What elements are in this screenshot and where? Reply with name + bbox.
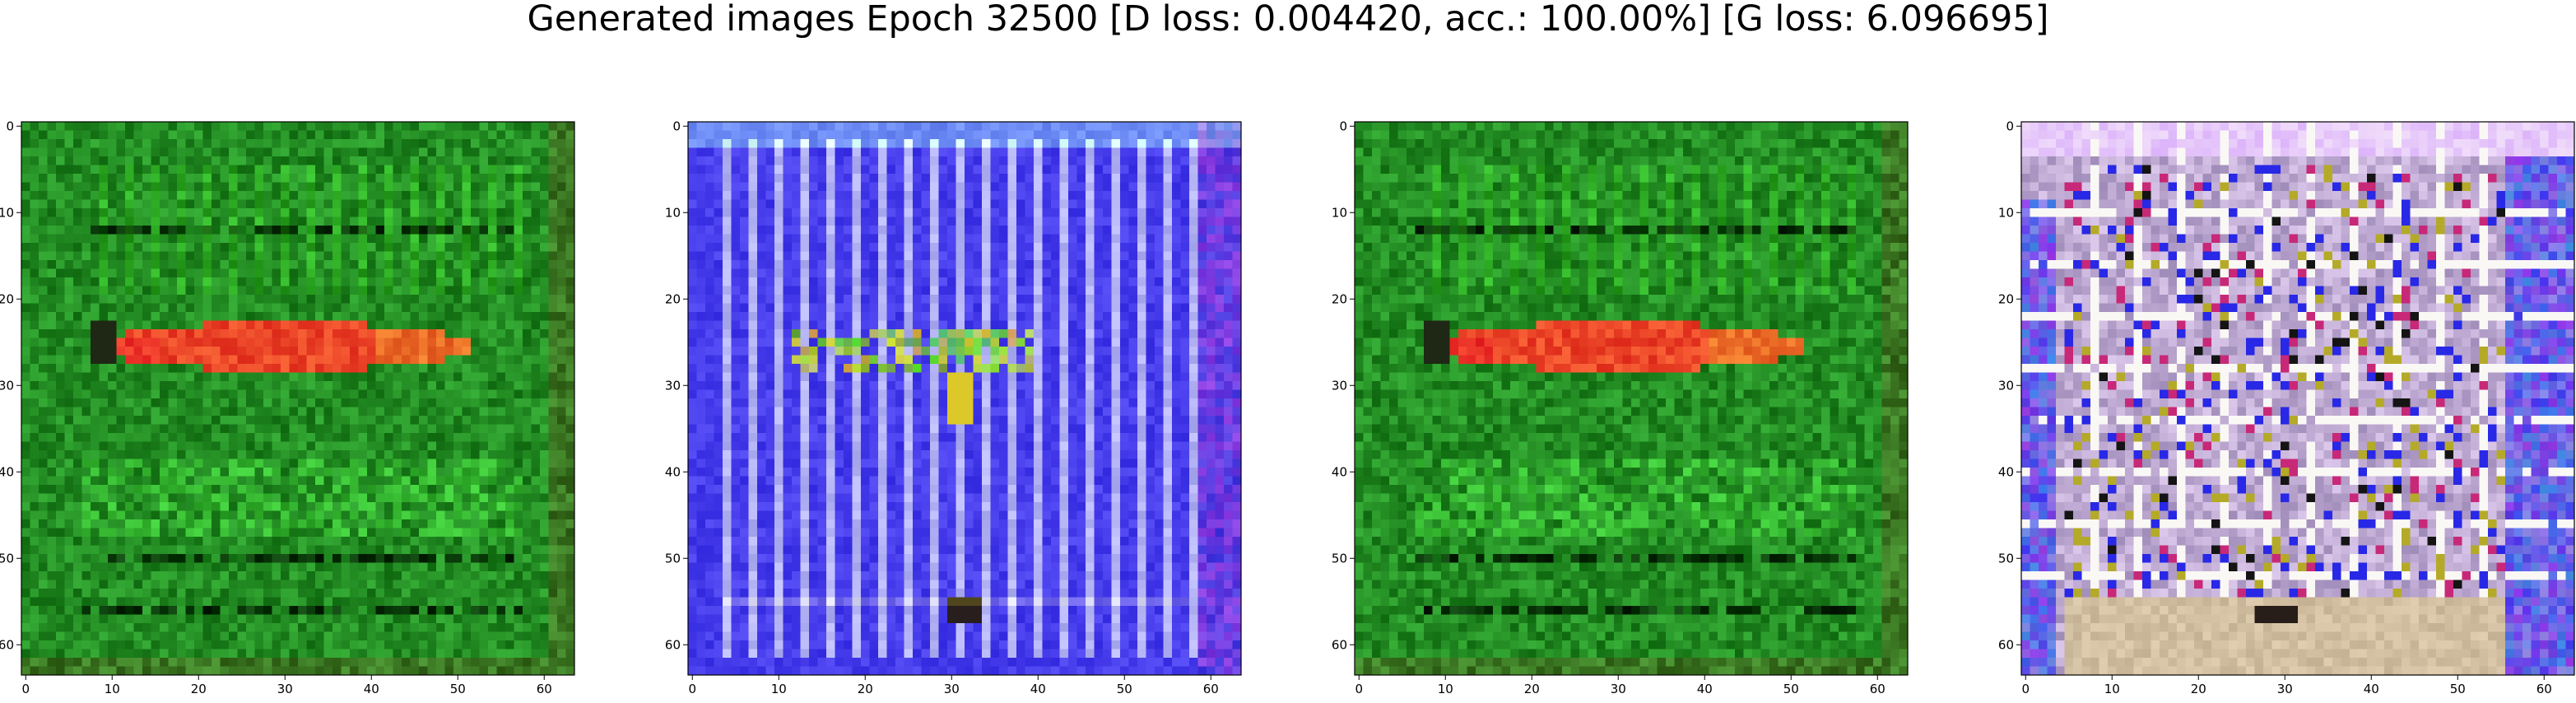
y-tick-label: 10 xyxy=(0,205,14,220)
x-tick-label: 0 xyxy=(1355,682,1363,696)
x-tick-label: 30 xyxy=(277,682,293,696)
x-tick-label: 0 xyxy=(21,682,30,696)
y-tick-label: 0 xyxy=(1339,119,1347,133)
x-tick-label: 0 xyxy=(688,682,696,696)
y-tick-label: 50 xyxy=(0,551,14,566)
y-tick-label: 30 xyxy=(1998,378,2014,393)
x-tick-label: 20 xyxy=(2191,682,2206,696)
y-tick-label: 20 xyxy=(1332,291,1347,306)
x-tick-label: 10 xyxy=(2104,682,2120,696)
generated-image-1 xyxy=(21,122,574,675)
y-tick-label: 20 xyxy=(1998,291,2014,306)
x-tick-label: 60 xyxy=(1203,682,1219,696)
x-tick-label: 30 xyxy=(944,682,960,696)
x-tick-label: 20 xyxy=(191,682,207,696)
y-tick-label: 0 xyxy=(672,119,681,133)
x-tick-label: 10 xyxy=(1438,682,1453,696)
x-tick-label: 40 xyxy=(2364,682,2379,696)
x-tick-label: 50 xyxy=(1117,682,1132,696)
x-tick-label: 60 xyxy=(1870,682,1886,696)
y-tick-label: 50 xyxy=(1998,551,2014,566)
x-tick-label: 20 xyxy=(858,682,873,696)
x-tick-label: 20 xyxy=(1524,682,1540,696)
y-tick-label: 0 xyxy=(2006,119,2014,133)
x-tick-label: 50 xyxy=(2450,682,2466,696)
y-tick-label: 10 xyxy=(1998,205,2014,220)
y-tick-label: 10 xyxy=(1332,205,1347,220)
x-tick-label: 50 xyxy=(1783,682,1799,696)
generated-image-2 xyxy=(688,122,1241,675)
y-tick-label: 30 xyxy=(665,378,681,393)
y-tick-label: 40 xyxy=(1998,464,2014,479)
generated-image-3 xyxy=(1355,122,1908,675)
x-tick-label: 10 xyxy=(105,682,120,696)
figure-title: Generated images Epoch 32500 [D loss: 0.… xyxy=(0,0,2576,37)
y-tick-label: 60 xyxy=(1998,637,2014,652)
y-tick-label: 20 xyxy=(0,291,14,306)
y-tick-label: 60 xyxy=(0,637,14,652)
x-tick-label: 50 xyxy=(450,682,466,696)
y-tick-label: 40 xyxy=(665,464,681,479)
x-tick-label: 40 xyxy=(1697,682,1713,696)
y-tick-label: 60 xyxy=(1332,637,1347,652)
generated-image-4 xyxy=(2021,122,2574,675)
y-tick-label: 60 xyxy=(665,637,681,652)
x-tick-label: 60 xyxy=(537,682,552,696)
y-tick-label: 30 xyxy=(1332,378,1347,393)
y-tick-label: 50 xyxy=(665,551,681,566)
y-tick-label: 50 xyxy=(1332,551,1347,566)
y-tick-label: 20 xyxy=(665,291,681,306)
x-tick-label: 10 xyxy=(771,682,787,696)
y-tick-label: 0 xyxy=(6,119,14,133)
x-tick-label: 40 xyxy=(364,682,379,696)
x-tick-label: 40 xyxy=(1030,682,1046,696)
generated-image-1-axes: 0 10 20 30 40 50 60 0 10 20 30 40 50 60 xyxy=(0,117,586,703)
y-tick-label: 40 xyxy=(0,464,14,479)
x-tick-label: 60 xyxy=(2536,682,2552,696)
y-tick-label: 10 xyxy=(665,205,681,220)
y-tick-label: 30 xyxy=(0,378,14,393)
y-tick-label: 40 xyxy=(1332,464,1347,479)
x-tick-label: 30 xyxy=(2277,682,2293,696)
generated-image-2-axes: 0 10 20 30 40 50 60 0 10 20 30 40 50 60 xyxy=(667,117,1253,703)
x-tick-label: 30 xyxy=(1611,682,1626,696)
generated-image-3-axes: 0 10 20 30 40 50 60 0 10 20 30 40 50 60 xyxy=(1333,117,1919,703)
x-tick-label: 0 xyxy=(2021,682,2030,696)
generated-image-4-axes: 0 10 20 30 40 50 60 0 10 20 30 40 50 60 xyxy=(2000,117,2576,703)
